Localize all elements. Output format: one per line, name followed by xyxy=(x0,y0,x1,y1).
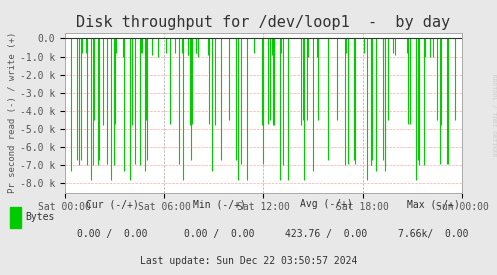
Y-axis label: Pr second read (-) / write (+): Pr second read (-) / write (+) xyxy=(8,32,17,193)
Text: Bytes: Bytes xyxy=(25,212,55,222)
Text: 423.76 /  0.00: 423.76 / 0.00 xyxy=(285,229,368,239)
Text: Last update: Sun Dec 22 03:50:57 2024: Last update: Sun Dec 22 03:50:57 2024 xyxy=(140,256,357,266)
Title: Disk throughput for /dev/loop1  -  by day: Disk throughput for /dev/loop1 - by day xyxy=(77,15,450,31)
Text: RRDTOOL / TOBI OETIKER: RRDTOOL / TOBI OETIKER xyxy=(491,74,496,157)
Text: Cur (-/+): Cur (-/+) xyxy=(85,199,139,210)
Text: Avg (-/+): Avg (-/+) xyxy=(300,199,353,210)
Bar xyxy=(10,207,20,228)
Text: 0.00 /  0.00: 0.00 / 0.00 xyxy=(77,229,148,239)
Text: 0.00 /  0.00: 0.00 / 0.00 xyxy=(184,229,254,239)
Text: Min (-/+): Min (-/+) xyxy=(193,199,246,210)
Text: Max (-/+): Max (-/+) xyxy=(407,199,460,210)
Text: 7.66k/  0.00: 7.66k/ 0.00 xyxy=(398,229,469,239)
